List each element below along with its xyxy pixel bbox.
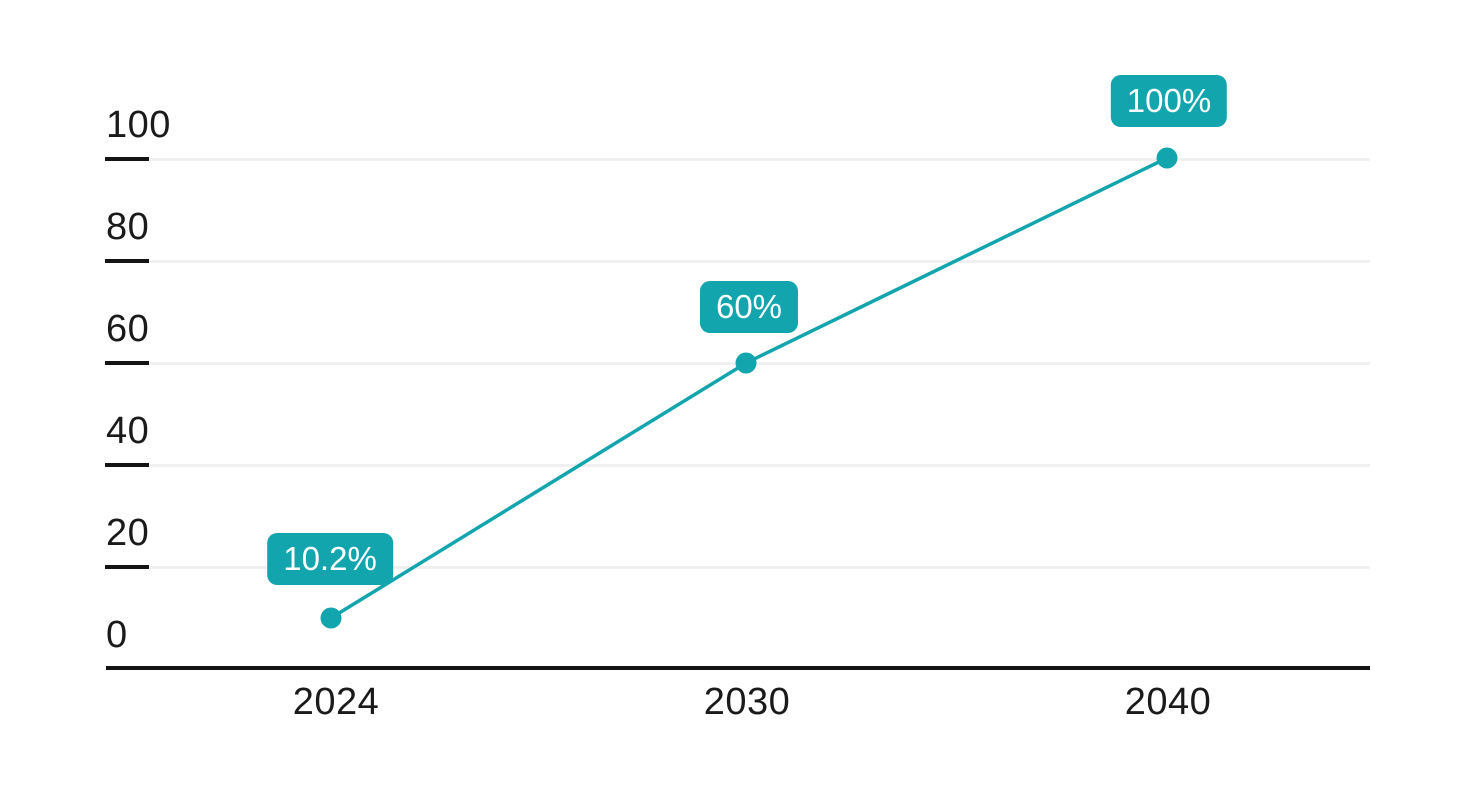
- y-tick-40: [105, 463, 149, 467]
- y-axis-label-100: 100: [106, 104, 171, 146]
- data-label-2024: 10.2%: [267, 533, 393, 585]
- y-tick-20: [105, 565, 149, 569]
- data-point-2040: [1156, 147, 1178, 169]
- y-tick-80: [105, 259, 149, 263]
- data-point-2030: [735, 352, 757, 374]
- data-label-2030: 60%: [699, 281, 799, 333]
- y-axis-label-20: 20: [106, 512, 150, 554]
- series-line: [330, 156, 1168, 620]
- x-axis-label-2024: 2024: [292, 681, 380, 723]
- y-tick-60: [105, 361, 149, 365]
- gridline-80: [105, 260, 1370, 263]
- y-axis-label-80: 80: [106, 206, 150, 248]
- data-point-2024: [320, 607, 342, 629]
- y-tick-100: [105, 157, 149, 161]
- gridline-40: [105, 464, 1370, 467]
- gridline-100: [105, 158, 1370, 161]
- x-axis-label-2030: 2030: [703, 681, 791, 723]
- y-axis-label-0: 0: [106, 614, 128, 656]
- x-axis-line: [106, 666, 1370, 670]
- y-axis-label-60: 60: [106, 308, 150, 350]
- data-label-2040: 100%: [1110, 75, 1228, 127]
- y-axis-label-40: 40: [106, 410, 150, 452]
- x-axis-label-2040: 2040: [1124, 681, 1212, 723]
- gridline-20: [105, 566, 1370, 569]
